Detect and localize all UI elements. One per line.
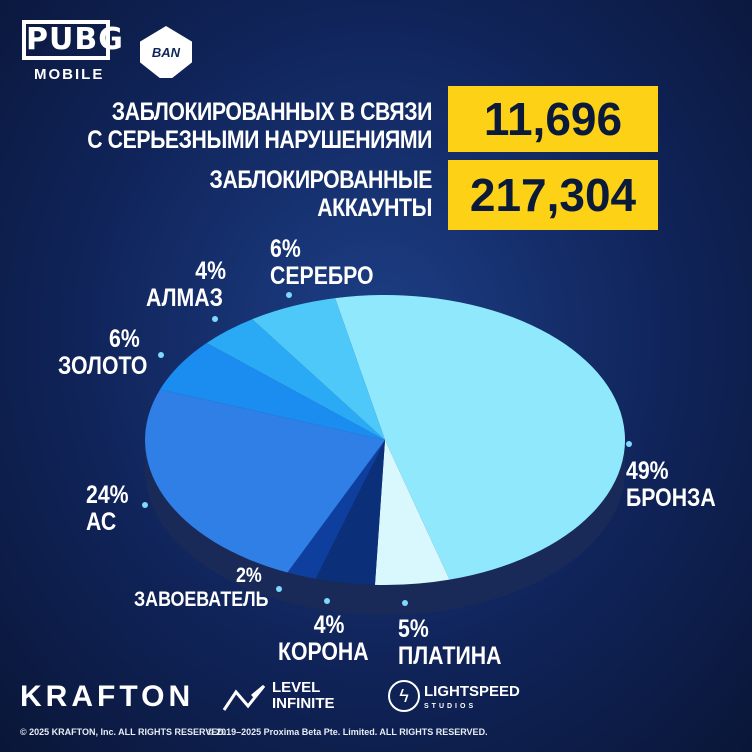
label-platina-name: ПЛАТИНА [398,642,502,670]
label-zavoevatel-pct: 2% [236,564,262,587]
zoloto-dot [158,352,164,358]
lightspeed-bolt-icon: ϟ [388,680,420,712]
pie-side [145,440,625,615]
krafton-logo: KRAFTON [20,680,195,713]
label-bronze: 49% БРОНЗА [626,458,716,512]
label-korona-pct: 4% [313,611,345,639]
pubg-mobile-text: MOBILE [34,66,105,83]
almaz-dot [212,316,218,322]
stat-accounts-line1: ЗАБЛОКИРОВАННЫЕ [209,166,433,194]
level-text: LEVEL [272,679,321,696]
pie-slice-1 [374,440,450,585]
label-almaz-name: АЛМАЗ [146,284,223,312]
stat-accounts-value: 217,304 [448,160,658,230]
bronze-dot [626,441,632,447]
serebro-dot [286,292,292,298]
label-serebro-name: СЕРЕБРО [270,262,374,290]
label-zavoevatel-name: ЗАВОЕВАТЕЛЬ [134,588,269,611]
label-zoloto-name: ЗОЛОТО [58,352,148,380]
pie-slice-5 [160,342,385,440]
label-korona: 4% КОРОНА [278,612,369,666]
level-infinite-logo: LEVEL INFINITE [272,680,335,712]
pie-slice-3 [287,440,385,579]
stat-serious-line2: С СЕРЬЕЗНЫМИ НАРУШЕНИЯМИ [87,126,432,154]
copyright-proxima: © 2019–2025 Proxima Beta Pte. Limited. A… [207,727,488,737]
pie-slice-7 [252,298,385,440]
pie-slice-6 [206,319,385,440]
level-infinite-icon [222,684,266,712]
stat-serious-value: 11,696 [448,86,658,152]
stat-accounts-line2: АККАУНТЫ [317,194,432,222]
pie-slice-0 [335,295,625,580]
studios-text: STUDIOS [424,703,477,710]
stat-serious-label: ЗАБЛОКИРОВАННЫХ В СВЯЗИ С СЕРЬЕЗНЫМИ НАР… [75,98,432,154]
label-zavoevatel: 2% ЗАВОЕВАТЕЛЬ [134,564,268,612]
label-platina-pct: 5% [398,615,429,643]
label-bronze-pct: 49% [626,457,669,485]
korona-dot [324,598,330,604]
label-almaz: 4% АЛМАЗ [146,258,226,312]
label-as-name: АС [86,508,117,536]
copyright-krafton: © 2025 KRAFTON, Inc. ALL RIGHTS RESERVED… [20,727,227,737]
label-bronze-name: БРОНЗА [626,484,716,512]
label-as-pct: 24% [86,481,129,509]
label-serebro-pct: 6% [270,235,301,263]
label-zoloto: 6% ЗОЛОТО [58,326,147,380]
label-as: 24% АС [86,482,129,536]
label-zoloto-pct: 6% [109,325,140,353]
zavoevatel-dot [276,586,282,592]
ban-text: BAN [151,44,181,60]
stat-accounts-label: ЗАБЛОКИРОВАННЫЕ АККАУНТЫ [75,166,433,222]
label-korona-name: КОРОНА [278,638,369,666]
lightspeed-logo: LIGHTSPEED STUDIOS [424,684,520,714]
as-dot [142,502,148,508]
pie-slice-4 [145,389,385,573]
label-platina: 5% ПЛАТИНА [398,616,501,670]
platina-dot [402,600,408,606]
pie-slice-2 [315,440,385,585]
pubg-logo: PUBG [22,20,123,60]
stat-serious-line1: ЗАБЛОКИРОВАННЫХ В СВЯЗИ [111,98,433,126]
label-almaz-pct: 4% [195,257,227,285]
infinite-text: INFINITE [272,695,335,712]
lightspeed-text: LIGHTSPEED [424,683,520,700]
label-serebro: 6% СЕРЕБРО [270,236,374,290]
